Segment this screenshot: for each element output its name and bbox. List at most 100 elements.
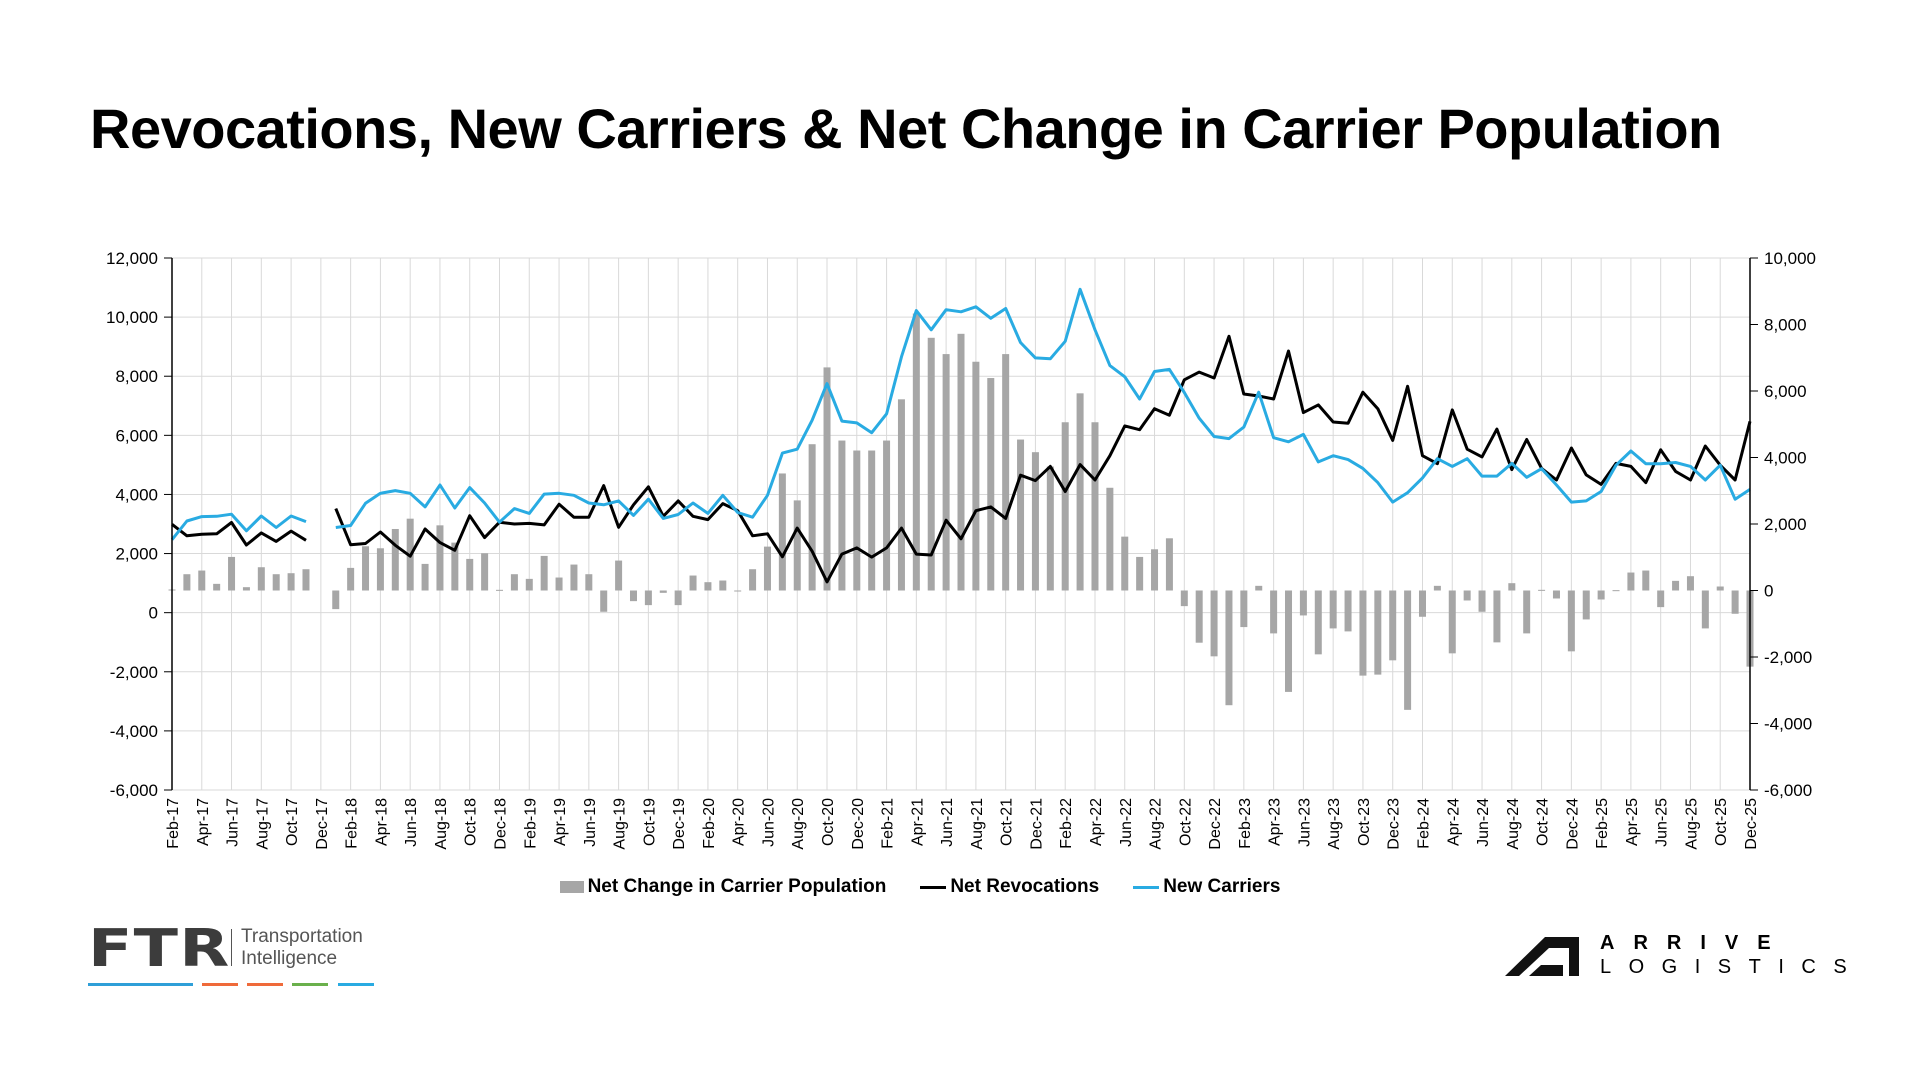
line-new-carriers [170,512,307,541]
bar-net-change [1002,354,1010,591]
bar-net-change [213,583,221,591]
line-series [170,287,1752,584]
x-tick-label: Aug-18 [433,798,450,850]
right-tick-label: 4,000 [1764,449,1807,468]
bar-net-change [421,563,429,591]
ftr-underline-segment [338,983,374,986]
bar-net-change [1017,439,1025,591]
bar-net-change [868,450,876,591]
x-tick-label: Feb-22 [1058,798,1075,849]
x-tick-label: Dec-24 [1564,798,1581,850]
bar-net-change [1299,590,1307,616]
x-tick-label: Jun-24 [1475,798,1492,847]
x-tick-label: Apr-18 [373,798,390,846]
x-tick-label: Oct-22 [1177,798,1194,846]
bar-net-change [1240,590,1248,628]
x-tick-label: Aug-21 [969,798,986,850]
x-tick-label: Jun-19 [582,798,599,847]
legend: Net Change in Carrier Population Net Rev… [0,876,1880,898]
x-tick-label: Jun-25 [1654,798,1671,847]
bar-net-change [391,528,399,591]
legend-item-net-change: Net Change in Carrier Population [559,876,886,898]
bar-net-change [1448,590,1456,654]
bar-net-change [1612,590,1620,592]
ftr-underline-segment [247,983,283,986]
bar-net-change [704,582,712,591]
legend-swatch-line [920,885,947,889]
bar-net-change [719,580,727,591]
x-tick-label: Jun-18 [403,798,420,847]
bar-net-change [1731,590,1739,614]
bar-net-change [362,546,370,591]
bar-net-change [1031,452,1039,591]
bar-net-change [451,542,459,591]
ftr-underline-segment [88,983,193,986]
bar-net-change [302,569,310,591]
x-tick-label: Apr-25 [1624,798,1641,846]
bar-net-change [525,578,533,591]
line-net-revocations [334,334,1752,584]
bar-net-change [1686,576,1694,591]
x-tick-label: Oct-18 [463,798,480,846]
right-tick-label: -2,000 [1764,648,1812,667]
left-tick-label: 2,000 [115,545,158,564]
bar-net-change [481,553,489,591]
left-tick-label: -4,000 [110,722,158,741]
bar-net-change [1523,590,1531,634]
bar-net-change [957,333,965,591]
bar-net-change [1657,590,1665,608]
bar-net-change [332,590,340,610]
bar-net-change [1582,590,1590,620]
bar-net-change [897,399,905,591]
x-tick-label: Oct-19 [641,798,658,846]
bar-net-change [1508,583,1516,591]
bar-net-change [1180,590,1188,607]
bar-net-change [1538,589,1546,591]
x-tick-label: Dec-20 [850,798,867,850]
bar-net-change [1151,549,1159,591]
bar-net-change [585,574,593,591]
x-tick-label: Feb-17 [165,798,182,849]
bar-net-change [1076,393,1084,591]
bar-net-change [1136,556,1144,591]
bar-net-change [1121,536,1129,591]
arrive-logo-mark-icon [1505,937,1579,976]
bar-net-change [1061,422,1069,591]
ftr-logo-subtitle: Transportation Intelligence [241,926,363,970]
bar-net-change [927,337,935,591]
bar-net-change [734,590,742,592]
x-tick-label: Dec-17 [314,798,331,850]
bar-net-change [1478,590,1486,612]
bar-net-change [1285,590,1293,692]
bar-net-change [1433,585,1441,591]
bar-net-change [436,525,444,591]
x-tick-label: Oct-23 [1356,798,1373,846]
x-tick-label: Apr-23 [1267,798,1284,846]
bar-net-change [600,590,608,612]
bar-net-change [1567,590,1575,652]
legend-swatch-line [1133,885,1160,889]
left-tick-label: -6,000 [110,781,158,800]
x-tick-label: Dec-18 [493,798,510,850]
legend-label: New Carriers [1163,876,1281,897]
bar-net-change [1255,585,1263,591]
bar-net-change [1389,590,1397,661]
bar-net-change [1716,586,1724,591]
arrive-logo-line1: ARRIVE [1600,932,1790,954]
bar-net-change [763,546,771,591]
x-tick-label: Feb-25 [1594,798,1611,849]
x-tick-label: Apr-22 [1088,798,1105,846]
x-tick-label: Jun-23 [1296,798,1313,847]
bar-net-change [1106,487,1114,591]
bar-net-change [1597,590,1605,600]
left-tick-label: 12,000 [106,249,158,268]
left-tick-label: 4,000 [115,485,158,504]
bar-net-change [466,558,474,591]
bar-net-change [689,575,697,591]
bar-net-change [644,590,652,606]
bar-net-change [1270,590,1278,634]
ftr-underline-segment [292,983,328,986]
bar-net-change [1344,590,1352,632]
x-tick-label: Dec-21 [1028,798,1045,850]
x-tick-label: Feb-19 [522,798,539,849]
